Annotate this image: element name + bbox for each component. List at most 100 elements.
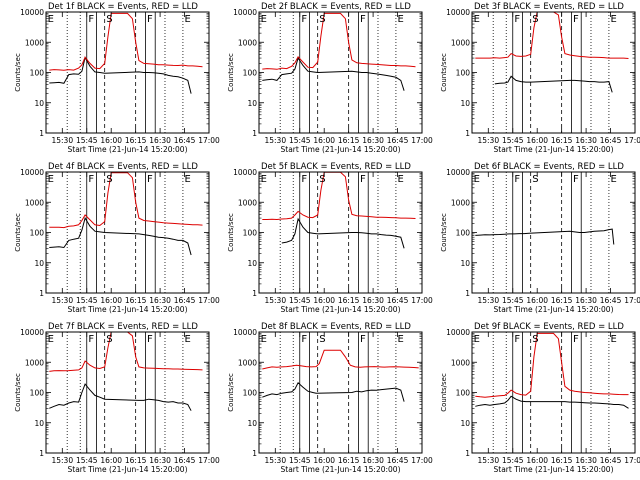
x-tick-label: 16:30 [362,296,384,305]
x-tick-label: 17:00 [624,456,640,465]
panel-title: Det 4f BLACK = Events, RED = LLD [48,162,198,172]
region-letter: S [532,14,538,25]
region-letter: E [398,174,404,185]
y-tick-label: 10 [34,259,44,268]
x-tick-label: 15:45 [289,456,311,465]
x-axis-label: Start Time (21-Jun-14 15:20:00) [68,465,188,474]
region-letter: F [514,174,520,185]
series-line-events [49,216,192,256]
detector-panel: Det 7f BLACK = Events, RED = LLD E F S F E 1 10… [14,322,220,474]
region-letter: E [474,174,480,185]
x-tick-label: 16:00 [100,296,122,305]
x-tick-label: 15:30 [264,456,286,465]
region-letter: F [360,14,366,25]
region-letter: F [88,334,94,345]
region-letter: F [573,174,579,185]
x-tick-label: 16:30 [362,136,384,145]
x-tick-label: 16:15 [125,456,147,465]
series-line-events [281,217,405,249]
y-tick-label: 10 [247,99,257,108]
region-letter: E [398,334,404,345]
y-axis-label: Counts/sec [14,213,22,252]
panel-title: Det 5f BLACK = Events, RED = LLD [261,162,411,172]
x-axis-label: Start Time (21-Jun-14 15:20:00) [68,145,188,154]
y-tick-label: 10000 [20,328,44,337]
y-tick-label: 100 [456,389,471,398]
y-tick-label: 10000 [233,328,257,337]
panel-frame [471,331,636,454]
y-tick-label: 100 [456,229,471,238]
y-tick-label: 1 [465,449,470,458]
region-letter: F [514,14,520,25]
x-tick-label: 16:15 [551,136,573,145]
series-line-events [475,228,615,245]
region-letter: F [147,174,153,185]
y-tick-label: 10000 [20,168,44,177]
x-tick-label: 15:30 [477,296,499,305]
y-tick-label: 10 [460,419,470,428]
y-tick-label: 100 [243,389,258,398]
x-tick-label: 16:00 [526,456,548,465]
y-axis-label: Counts/sec [227,53,235,92]
series-line-lld [475,332,629,398]
region-letter: F [88,14,94,25]
panel-frame [258,11,423,134]
x-tick-label: 17:00 [198,456,220,465]
y-tick-label: 1 [252,289,257,298]
detector-panel: Det 4f BLACK = Events, RED = LLD E F S F E 1 10… [14,162,220,314]
x-tick-label: 17:00 [411,296,433,305]
region-letter: E [611,334,617,345]
x-tick-label: 15:45 [502,456,524,465]
x-tick-label: 16:15 [125,296,147,305]
series-line-lld [475,12,629,59]
region-letter: E [48,14,54,25]
x-tick-label: 16:15 [551,456,573,465]
y-tick-label: 1 [39,129,44,138]
x-tick-label: 15:30 [477,136,499,145]
panel-title: Det 8f BLACK = Events, RED = LLD [261,322,411,332]
series-line-lld [262,12,416,70]
x-tick-label: 15:45 [76,456,98,465]
x-tick-label: 15:30 [51,136,73,145]
y-axis: 1 10 100 1000 10000 [20,168,209,298]
panel-title: Det 9f BLACK = Events, RED = LLD [474,322,624,332]
y-tick-label: 1 [39,449,44,458]
y-tick-label: 1000 [25,358,44,367]
region-letter: F [147,14,153,25]
x-tick-label: 16:45 [600,456,622,465]
y-axis: 1 10 100 1000 10000 [233,168,422,298]
marker-lines [279,12,397,133]
y-tick-label: 100 [456,69,471,78]
y-tick-label: 10000 [446,8,470,17]
series-line-lld [262,172,416,221]
x-tick-label: 16:45 [600,136,622,145]
y-tick-label: 1 [252,129,257,138]
y-axis-label: Counts/sec [227,373,235,412]
y-tick-label: 10000 [233,168,257,177]
region-letter: F [573,14,579,25]
x-axis-label: Start Time (21-Jun-14 15:20:00) [494,145,614,154]
x-tick-label: 17:00 [624,296,640,305]
x-tick-label: 15:30 [264,296,286,305]
region-letter: S [319,14,325,25]
x-tick-label: 17:00 [411,136,433,145]
series-line-events [262,381,405,402]
x-axis-label: Start Time (21-Jun-14 15:20:00) [494,465,614,474]
marker-lines [279,172,397,293]
x-tick-label: 16:45 [387,296,409,305]
y-tick-label: 10000 [233,8,257,17]
region-letter: E [261,334,267,345]
region-letter: S [106,174,112,185]
y-tick-label: 1 [252,449,257,458]
y-tick-label: 100 [243,69,258,78]
region-letter: E [261,14,267,25]
region-letter: E [398,14,404,25]
x-tick-label: 15:45 [289,136,311,145]
x-tick-label: 15:45 [76,296,98,305]
x-tick-label: 15:45 [502,136,524,145]
